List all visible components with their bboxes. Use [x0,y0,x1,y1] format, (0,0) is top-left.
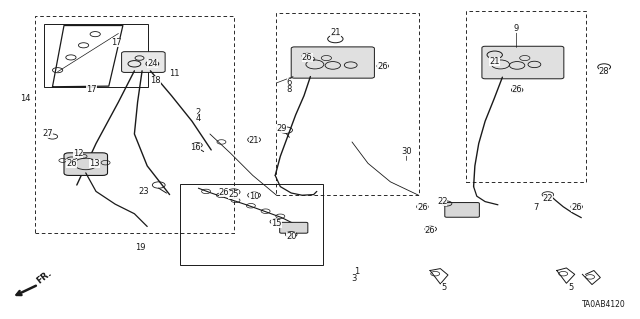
Text: 26: 26 [572,204,582,212]
Text: 8: 8 [287,85,292,94]
Text: 27: 27 [43,130,53,138]
Text: 18: 18 [150,76,161,85]
Text: 1: 1 [355,267,360,276]
Text: 13: 13 [90,159,100,168]
Bar [466,11,586,182]
FancyBboxPatch shape [122,52,165,72]
Text: 22: 22 [543,194,553,203]
Text: 9: 9 [513,24,518,33]
Text: TA0AB4120: TA0AB4120 [582,300,626,309]
Text: 3: 3 [351,274,356,283]
Text: 26: 26 [219,189,229,197]
Text: 23: 23 [139,187,149,196]
Text: 10: 10 [249,192,259,201]
FancyBboxPatch shape [64,153,108,175]
Text: 14: 14 [20,94,31,103]
Text: 4: 4 [196,114,201,123]
Bar [35,16,234,233]
Text: 29: 29 [276,124,287,133]
Text: 21: 21 [330,28,340,37]
Text: 25: 25 [228,190,239,199]
Text: 16: 16 [191,143,201,152]
Text: 30: 30 [401,147,412,156]
Text: 11: 11 [169,69,179,78]
Text: 26: 26 [512,85,522,94]
Text: 28: 28 [599,67,609,76]
Text: 19: 19 [136,243,146,252]
Text: 21: 21 [249,137,259,145]
Text: 24: 24 [147,59,157,68]
Text: 20: 20 [286,232,296,241]
Text: 12: 12 [73,149,83,158]
Text: 17: 17 [86,85,97,94]
Bar [44,24,148,87]
Text: 6: 6 [287,78,292,87]
FancyBboxPatch shape [280,222,308,233]
Bar [180,184,323,265]
Text: 7: 7 [534,204,539,212]
Text: 17: 17 [111,38,122,47]
FancyBboxPatch shape [482,46,564,79]
Text: 26: 26 [425,226,435,235]
Text: 26: 26 [378,63,388,71]
Text: 21: 21 [490,57,500,66]
FancyBboxPatch shape [445,203,479,217]
FancyBboxPatch shape [291,47,374,78]
Text: 26: 26 [67,159,77,168]
Text: 2: 2 [196,108,201,117]
Text: 22: 22 [437,197,447,206]
Bar [276,13,419,195]
Text: 5: 5 [441,283,446,292]
Text: 26: 26 [417,204,428,212]
Text: 15: 15 [271,219,282,228]
Text: 5: 5 [568,283,573,292]
Text: 26: 26 [302,53,312,62]
Text: FR.: FR. [35,268,54,286]
